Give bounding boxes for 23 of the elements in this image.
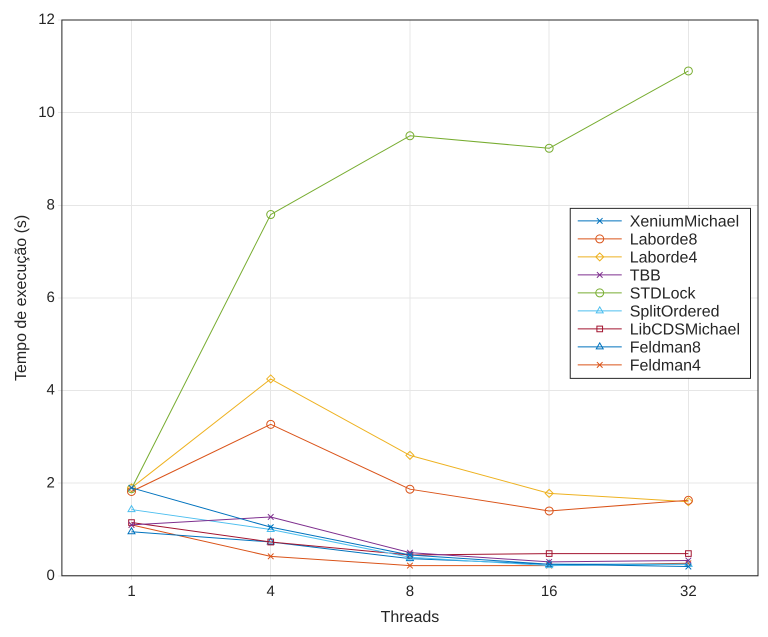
legend-label: LibCDSMichael <box>630 321 740 338</box>
legend-label: Laborde4 <box>630 249 698 266</box>
legend-label: SplitOrdered <box>630 303 720 320</box>
x-tick-label: 4 <box>266 582 275 600</box>
x-tick-label: 8 <box>406 582 414 600</box>
legend-label: Laborde8 <box>630 231 698 248</box>
legend-label: Feldman4 <box>630 357 701 374</box>
y-tick-label: 0 <box>46 566 55 584</box>
legend-label: Feldman8 <box>630 339 701 356</box>
y-tick-label: 6 <box>46 289 55 306</box>
legend-label: TBB <box>630 267 661 284</box>
legend-label: XeniumMichael <box>630 213 740 230</box>
y-axis-title: Tempo de execução (s) <box>13 214 30 382</box>
x-axis-title: Threads <box>380 608 440 626</box>
y-tick-label: 8 <box>46 196 55 214</box>
x-tick-label: 1 <box>127 582 136 600</box>
y-tick-label: 10 <box>38 104 55 121</box>
y-tick-label: 12 <box>38 11 55 28</box>
x-tick-label: 32 <box>680 582 697 600</box>
x-tick-label: 16 <box>540 582 558 600</box>
y-tick-label: 2 <box>46 474 55 492</box>
legend-label: STDLock <box>630 285 697 302</box>
y-tick-label: 4 <box>46 382 55 399</box>
